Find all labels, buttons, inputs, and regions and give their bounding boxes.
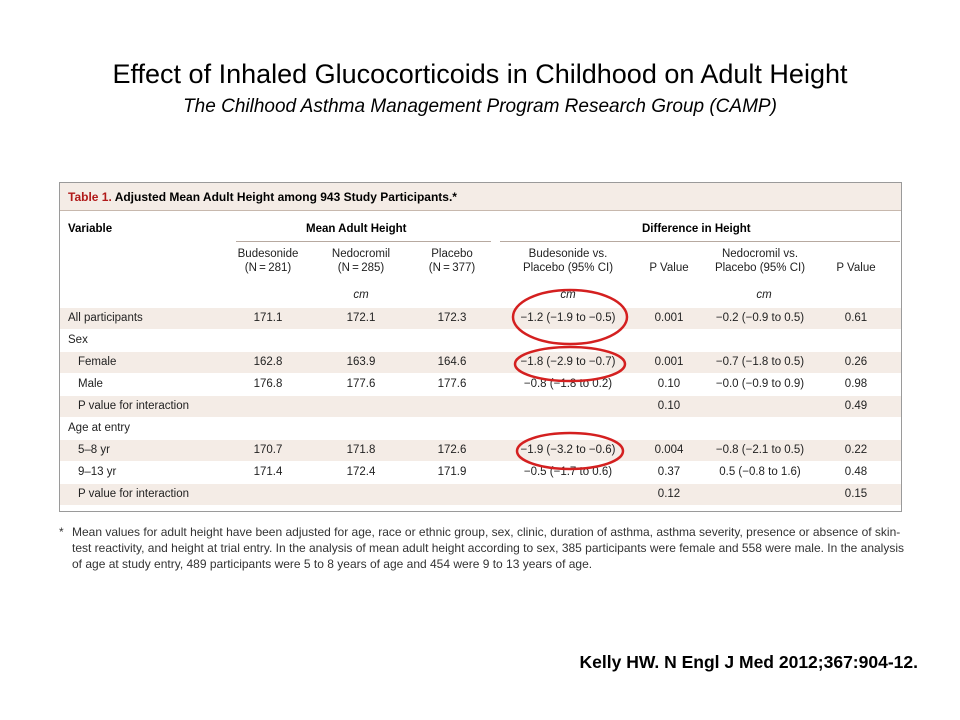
cell-nedocromil-vs-placebo: −0.2 (−0.9 to 0.5) — [715, 312, 805, 324]
row-label: Age at entry — [68, 422, 131, 434]
header-difference-in-height: Difference in Height — [642, 223, 751, 235]
table-number: Table 1. — [68, 190, 112, 204]
cell-p-value-2: 0.49 — [844, 400, 868, 412]
cell-p-value-1: 0.001 — [654, 356, 684, 368]
cell-p-value-1: 0.001 — [654, 312, 684, 324]
column-header-p-value-1: P Value — [639, 261, 699, 275]
cell-p-value-1: 0.12 — [657, 488, 681, 500]
cell-nedocromil-vs-placebo: −0.8 (−2.1 to 0.5) — [715, 444, 805, 456]
cell-budesonide-vs-placebo: −1.9 (−3.2 to −0.6) — [520, 444, 616, 456]
cell-nedocromil: 177.6 — [346, 378, 376, 390]
cell-placebo: 172.3 — [437, 312, 467, 324]
citation: Kelly HW. N Engl J Med 2012;367:904-12. — [579, 652, 918, 672]
table-row: P value for interaction 0.12 0.15 — [60, 484, 901, 505]
cell-nedocromil-vs-placebo: −0.0 (−0.9 to 0.9) — [715, 378, 805, 390]
row-label: 9–13 yr — [78, 466, 117, 478]
cell-p-value-2: 0.98 — [844, 378, 868, 390]
cell-budesonide: 170.7 — [253, 444, 283, 456]
unit-nedocromil-diff: cm — [756, 289, 772, 301]
cell-p-value-2: 0.22 — [844, 444, 868, 456]
row-label: Male — [78, 378, 103, 390]
cell-budesonide-vs-placebo: −1.2 (−1.9 to −0.5) — [520, 312, 616, 324]
table-row: All participants 171.1 172.1 172.3 −1.2 (−1.… — [60, 308, 901, 329]
cell-p-value-1: 0.10 — [657, 378, 681, 390]
column-header-line1: Nedocromil — [331, 248, 391, 260]
unit-mean-height: cm — [353, 289, 369, 301]
cell-p-value-1: 0.004 — [654, 444, 684, 456]
cell-nedocromil: 172.4 — [346, 466, 376, 478]
cell-placebo: 171.9 — [437, 466, 467, 478]
column-header-placebo: Placebo (N = 377) — [417, 247, 487, 275]
cell-nedocromil: 171.8 — [346, 444, 376, 456]
column-header-line2: Placebo (95% CI) — [714, 262, 806, 274]
column-header-p-value-2: P Value — [826, 261, 886, 275]
column-header-line1: P Value — [836, 262, 876, 274]
table-row: 9–13 yr 171.4 172.4 171.9 −0.5 (−1.7 to 0.6)… — [60, 462, 901, 483]
column-header-line2: Placebo (95% CI) — [522, 262, 614, 274]
table-row: 5–8 yr 170.7 171.8 172.6 −1.9 (−3.2 to −0.6)… — [60, 440, 901, 461]
highlight-circle-all-participants — [511, 288, 629, 346]
table-row: P value for interaction 0.10 0.49 — [60, 396, 901, 417]
header-variable: Variable — [68, 223, 113, 235]
column-header-nedocromil: Nedocromil (N = 285) — [321, 247, 401, 275]
cell-nedocromil-vs-placebo: −0.7 (−1.8 to 0.5) — [715, 356, 805, 368]
mean-height-rule — [236, 241, 491, 242]
row-label: Sex — [68, 334, 88, 346]
row-label: P value for interaction — [78, 488, 190, 500]
slide-title: Effect of Inhaled Glucocorticoids in Chi… — [112, 59, 848, 89]
row-label: Female — [78, 356, 117, 368]
table-caption-text: Adjusted Mean Adult Height among 943 Stu… — [114, 190, 457, 204]
column-header-line1: Nedocromil vs. — [721, 248, 799, 260]
height-table: Table 1. Adjusted Mean Adult Height amon… — [59, 182, 902, 512]
row-label: 5–8 yr — [78, 444, 110, 456]
highlight-circles — [511, 288, 629, 471]
column-header-line1: Budesonide — [237, 248, 299, 260]
column-header-budesonide: Budesonide (N = 281) — [228, 247, 308, 275]
cell-budesonide: 162.8 — [253, 356, 283, 368]
cell-budesonide: 171.1 — [253, 312, 283, 324]
highlight-circle-age-5-8 — [515, 431, 625, 471]
cell-placebo: 177.6 — [437, 378, 467, 390]
cell-nedocromil: 172.1 — [346, 312, 376, 324]
cell-budesonide: 176.8 — [253, 378, 283, 390]
cell-placebo: 164.6 — [437, 356, 467, 368]
column-header-line1: Placebo — [431, 248, 473, 260]
cell-budesonide-vs-placebo: −0.5 (−1.7 to 0.6) — [523, 466, 613, 478]
cell-p-value-2: 0.15 — [844, 488, 868, 500]
cell-p-value-1: 0.10 — [657, 400, 681, 412]
table-row: Age at entry — [60, 418, 901, 439]
footnote-text: Mean values for adult height have been a… — [72, 525, 905, 571]
column-header-line1: P Value — [649, 262, 689, 274]
column-header-line2: (N = 377) — [428, 262, 476, 274]
cell-nedocromil: 163.9 — [346, 356, 376, 368]
difference-rule — [500, 241, 900, 242]
cell-p-value-2: 0.26 — [844, 356, 868, 368]
table-row: Male 176.8 177.6 177.6 −0.8 (−1.8 to 0.2) 0.1… — [60, 374, 901, 395]
cell-p-value-1: 0.37 — [657, 466, 681, 478]
cell-budesonide: 171.4 — [253, 466, 283, 478]
header-mean-adult-height: Mean Adult Height — [306, 223, 407, 235]
unit-budesonide-diff: cm — [560, 289, 576, 301]
slide-subtitle: The Chilhood Asthma Management Program R… — [183, 96, 777, 117]
row-label: All participants — [68, 312, 143, 324]
cell-nedocromil-vs-placebo: 0.5 (−0.8 to 1.6) — [719, 466, 801, 478]
cell-p-value-2: 0.61 — [844, 312, 868, 324]
table-row: Sex — [60, 330, 901, 351]
column-header-nedocromil-vs-placebo: Nedocromil vs. Placebo (95% CI) — [700, 247, 820, 275]
footnote-mark: * — [59, 525, 64, 539]
cell-placebo: 172.6 — [437, 444, 467, 456]
column-header-line2: (N = 281) — [244, 262, 292, 274]
highlight-circle-female — [513, 345, 627, 383]
column-header-line2: (N = 285) — [337, 262, 385, 274]
table-row: Female 162.8 163.9 164.6 −1.8 (−2.9 to −0.7)… — [60, 352, 901, 373]
column-header-budesonide-vs-placebo: Budesonide vs. Placebo (95% CI) — [508, 247, 628, 275]
column-header-line1: Budesonide vs. — [528, 248, 608, 260]
cell-budesonide-vs-placebo: −1.8 (−2.9 to −0.7) — [520, 356, 616, 368]
row-label: P value for interaction — [78, 400, 190, 412]
table-caption: Table 1. Adjusted Mean Adult Height amon… — [68, 190, 457, 204]
cell-p-value-2: 0.48 — [844, 466, 868, 478]
table-caption-bar: Table 1. Adjusted Mean Adult Height amon… — [60, 183, 901, 211]
